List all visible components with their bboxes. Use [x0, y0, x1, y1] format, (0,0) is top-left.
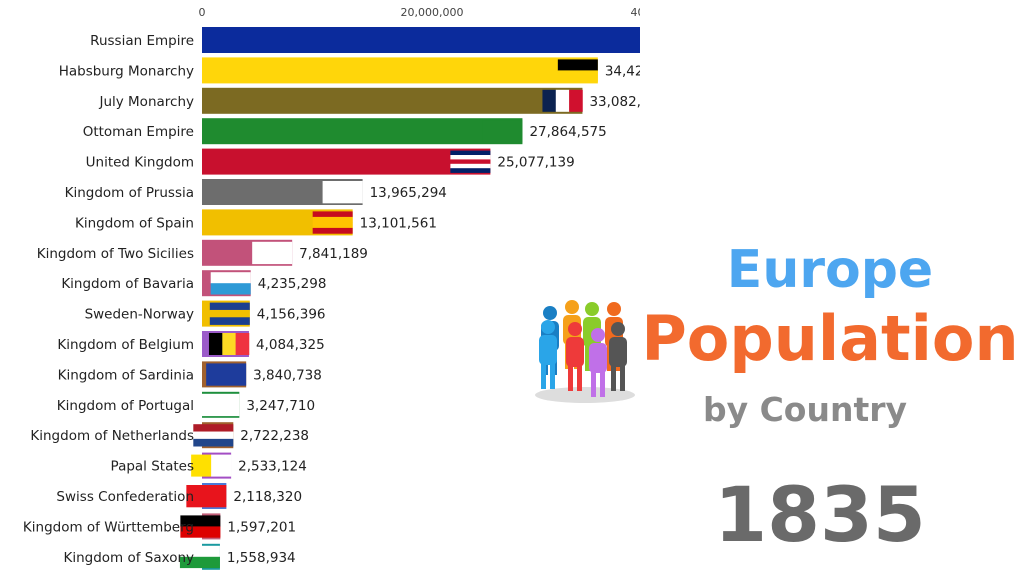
value-label: 2,118,320: [233, 489, 302, 505]
category-label: Kingdom of Spain: [75, 215, 194, 231]
flag-icon: [179, 545, 220, 569]
category-label: Habsburg Monarchy: [59, 63, 194, 79]
value-label: 4,156,396: [257, 307, 326, 323]
value-label: 4,235,298: [258, 276, 327, 292]
category-label: Papal States: [111, 459, 194, 475]
category-label: Russian Empire: [90, 33, 194, 49]
value-label: 1,558,934: [227, 550, 296, 566]
flag-icon: [193, 424, 234, 447]
bar: [202, 57, 598, 84]
bar: [202, 148, 491, 175]
bar: [202, 87, 583, 114]
category-label: Kingdom of Württemberg: [23, 519, 194, 535]
value-label: 33,082,234: [589, 94, 640, 110]
category-label: United Kingdom: [86, 155, 194, 171]
value-label: 4,084,325: [256, 337, 325, 353]
category-label: Swiss Confederation: [56, 489, 194, 505]
value-label: 34,421,030: [605, 63, 640, 79]
flag-icon: [191, 454, 232, 477]
flag-icon: [542, 89, 583, 112]
category-label: Kingdom of Prussia: [65, 185, 194, 201]
x-tick-label: 20,000,000: [401, 6, 464, 19]
flag-icon: [208, 333, 250, 355]
flag-icon: [180, 515, 221, 538]
value-label: 3,840,738: [253, 367, 322, 383]
category-label: Ottoman Empire: [83, 124, 194, 140]
category-label: Kingdom of Netherlands: [30, 428, 194, 444]
flag-icon: [252, 241, 293, 265]
value-label: 2,722,238: [240, 428, 309, 444]
flag-icon: [312, 211, 353, 234]
flag-icon: [450, 150, 491, 173]
category-label: Kingdom of Sardinia: [58, 367, 194, 383]
flag-icon: [482, 120, 523, 143]
value-label: 13,101,561: [360, 215, 437, 231]
year-label: 1835: [714, 470, 926, 559]
value-label: 7,841,189: [299, 246, 368, 262]
flag-icon: [199, 393, 240, 417]
category-label: July Monarchy: [98, 94, 194, 110]
category-label: Kingdom of Saxony: [63, 550, 194, 566]
title-europe: Europe: [726, 240, 934, 300]
value-label: 1,597,201: [227, 519, 296, 535]
title-population: Population: [641, 302, 1019, 375]
flag-icon: [206, 363, 247, 386]
flag-icon: [557, 59, 598, 82]
flag-icon: [210, 272, 251, 295]
flag-icon: [322, 181, 363, 204]
people-icon: [535, 300, 635, 403]
category-label: Kingdom of Bavaria: [61, 276, 194, 292]
bar: [202, 118, 523, 145]
value-label: 25,077,139: [497, 155, 574, 171]
category-label: Sweden-Norway: [85, 307, 194, 323]
flag-icon: [209, 302, 250, 325]
title-by-country: by Country: [702, 390, 908, 429]
value-label: 13,965,294: [370, 185, 447, 201]
category-label: Kingdom of Two Sicilies: [37, 246, 194, 262]
x-tick-label: 0: [199, 6, 206, 19]
x-tick-label: 40,000,000: [631, 6, 640, 19]
value-label: 27,864,575: [529, 124, 606, 140]
category-label: Kingdom of Belgium: [57, 337, 194, 353]
value-label: 3,247,710: [246, 398, 315, 414]
value-label: 2,533,124: [238, 459, 307, 475]
bar: [202, 27, 640, 53]
flag-icon: [186, 485, 227, 508]
category-label: Kingdom of Portugal: [57, 398, 194, 414]
bar-chart: 020,000,00040,000,000Russian Empire58,62…: [23, 6, 640, 570]
